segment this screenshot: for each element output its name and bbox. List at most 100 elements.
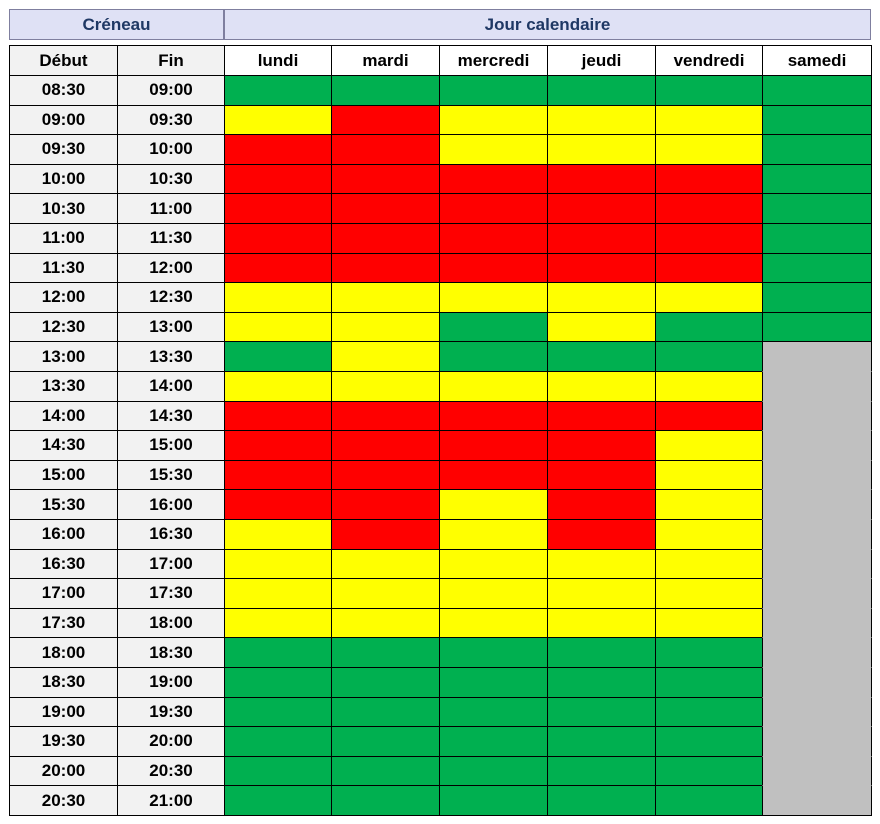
slot-cell bbox=[224, 134, 332, 165]
end-time: 13:00 bbox=[117, 311, 225, 343]
slot-cell bbox=[655, 637, 763, 668]
slot-cell bbox=[655, 489, 763, 520]
end-time: 17:30 bbox=[117, 578, 225, 609]
start-time: 13:30 bbox=[9, 371, 118, 402]
slot-cell bbox=[762, 400, 872, 432]
slot-cell bbox=[439, 489, 548, 520]
start-time: 15:30 bbox=[9, 489, 118, 520]
slot-cell bbox=[439, 430, 548, 461]
slot-cell bbox=[655, 104, 763, 136]
slot-cell bbox=[762, 607, 872, 639]
slot-cell bbox=[331, 341, 440, 372]
start-time: 16:00 bbox=[9, 519, 118, 550]
slot-cell bbox=[547, 755, 656, 787]
end-time: 16:30 bbox=[117, 519, 225, 550]
slot-cell bbox=[547, 430, 656, 461]
slot-cell bbox=[331, 637, 440, 668]
slot-cell bbox=[655, 400, 763, 432]
slot-cell bbox=[547, 163, 656, 195]
start-time: 14:30 bbox=[9, 430, 118, 461]
slot-cell bbox=[224, 489, 332, 520]
slot-cell bbox=[547, 371, 656, 402]
start-time: 17:30 bbox=[9, 607, 118, 639]
slot-cell bbox=[547, 104, 656, 136]
slot-cell bbox=[331, 696, 440, 728]
start-time: 12:00 bbox=[9, 282, 118, 313]
slot-cell bbox=[331, 755, 440, 787]
slot-cell bbox=[439, 134, 548, 165]
start-time: 11:30 bbox=[9, 252, 118, 284]
slot-cell bbox=[762, 726, 872, 757]
slot-cell bbox=[331, 104, 440, 136]
slot-cell bbox=[224, 519, 332, 550]
end-time: 18:30 bbox=[117, 637, 225, 668]
end-time: 18:00 bbox=[117, 607, 225, 639]
start-time: 09:30 bbox=[9, 134, 118, 165]
slot-cell bbox=[331, 430, 440, 461]
start-time: 15:00 bbox=[9, 459, 118, 491]
slot-cell bbox=[224, 104, 332, 136]
slot-cell bbox=[655, 134, 763, 165]
slot-cell bbox=[224, 548, 332, 580]
slot-cell bbox=[439, 223, 548, 254]
start-time: 18:30 bbox=[9, 667, 118, 698]
slot-cell bbox=[439, 519, 548, 550]
slot-cell bbox=[655, 519, 763, 550]
slot-cell bbox=[655, 282, 763, 313]
slot-cell bbox=[439, 667, 548, 698]
slot-cell bbox=[224, 755, 332, 787]
slot-cell bbox=[224, 75, 332, 106]
slot-cell bbox=[547, 519, 656, 550]
slot-cell bbox=[439, 104, 548, 136]
slot-cell bbox=[655, 755, 763, 787]
slot-cell bbox=[655, 548, 763, 580]
slot-cell bbox=[224, 785, 332, 816]
slot-cell bbox=[439, 163, 548, 195]
slot-cell bbox=[655, 607, 763, 639]
days-group-header: Jour calendaire bbox=[224, 9, 871, 40]
start-time: 13:00 bbox=[9, 341, 118, 372]
slot-cell bbox=[762, 252, 872, 284]
start-time: 14:00 bbox=[9, 400, 118, 432]
slot-cell bbox=[547, 548, 656, 580]
slot-cell bbox=[762, 341, 872, 372]
slot-cell bbox=[762, 489, 872, 520]
slot-cell bbox=[439, 252, 548, 284]
slot-cell bbox=[762, 755, 872, 787]
start-time: 19:00 bbox=[9, 696, 118, 728]
slot-cell bbox=[224, 667, 332, 698]
slot-cell bbox=[547, 193, 656, 224]
start-time: 09:00 bbox=[9, 104, 118, 136]
slot-cell bbox=[655, 371, 763, 402]
slot-cell bbox=[762, 223, 872, 254]
end-time: 16:00 bbox=[117, 489, 225, 520]
end-time: 12:00 bbox=[117, 252, 225, 284]
start-header: Début bbox=[9, 45, 118, 76]
slot-cell bbox=[547, 578, 656, 609]
slot-cell bbox=[439, 726, 548, 757]
end-time: 21:00 bbox=[117, 785, 225, 816]
slot-cell bbox=[439, 371, 548, 402]
slot-cell bbox=[655, 341, 763, 372]
end-time: 13:30 bbox=[117, 341, 225, 372]
slot-cell bbox=[762, 696, 872, 728]
slot-header: Créneau bbox=[9, 9, 224, 40]
slot-cell bbox=[762, 548, 872, 580]
end-time: 15:00 bbox=[117, 430, 225, 461]
start-time: 11:00 bbox=[9, 223, 118, 254]
slot-cell bbox=[331, 252, 440, 284]
slot-cell bbox=[547, 223, 656, 254]
slot-cell bbox=[331, 223, 440, 254]
slot-cell bbox=[224, 193, 332, 224]
slot-cell bbox=[224, 578, 332, 609]
slot-cell bbox=[762, 637, 872, 668]
slot-cell bbox=[762, 193, 872, 224]
start-time: 08:30 bbox=[9, 75, 118, 106]
slot-cell bbox=[224, 223, 332, 254]
slot-cell bbox=[439, 400, 548, 432]
end-time: 11:30 bbox=[117, 223, 225, 254]
end-header: Fin bbox=[117, 45, 225, 76]
slot-cell bbox=[655, 785, 763, 816]
slot-cell bbox=[762, 430, 872, 461]
